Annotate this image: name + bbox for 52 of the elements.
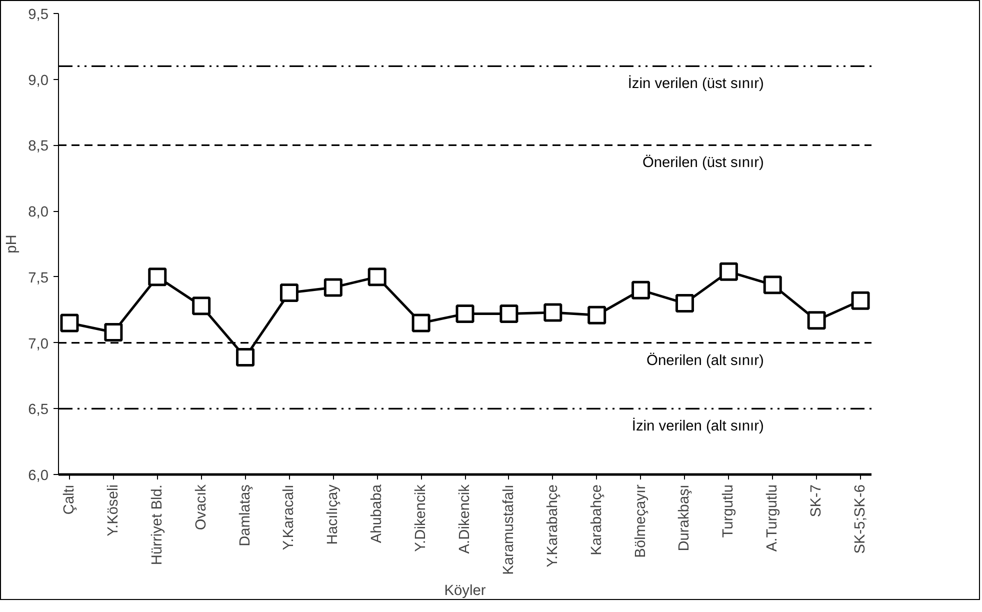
- y-tick-label: 9,5: [28, 7, 48, 23]
- y-tick-label: 6,0: [28, 468, 48, 484]
- x-tick-label: Bölmeçayır: [632, 484, 649, 558]
- x-tick-label: Hacılıçay: [325, 484, 342, 545]
- point: [851, 291, 870, 310]
- point: [807, 311, 826, 330]
- x-tick-label: Y.Dikencik: [413, 484, 430, 552]
- ref-line-label: İzin verilen (alt sınır): [632, 418, 764, 435]
- point: [456, 304, 474, 324]
- point: [148, 268, 167, 286]
- x-tick-label: Ovacık: [193, 484, 210, 530]
- x-tick-label: Ahubaba: [369, 484, 386, 544]
- x-axis-title: Köyler: [444, 582, 486, 599]
- point: [588, 306, 606, 324]
- x-tick-label: SK-5;SK-6: [852, 484, 869, 554]
- ref-line-label: Önerilen (alt sınır): [646, 352, 764, 369]
- y-tick-label: 9,0: [28, 72, 48, 89]
- point: [324, 278, 342, 297]
- point: [280, 283, 298, 302]
- x-tick-label: Turgutlu: [720, 484, 737, 538]
- ref-line-label: İzin verilen (üst sınır): [628, 75, 764, 92]
- x-tick-label: Damlataş: [237, 484, 254, 546]
- x-tick-label: Hürriyet Bld.: [149, 484, 166, 566]
- y-tick-label: 8,0: [28, 204, 48, 221]
- x-tick-label: Çaltı: [61, 484, 78, 515]
- x-tick-label: Durakbaşı: [676, 484, 693, 552]
- x-tick-label: Y.Köseli: [105, 484, 122, 536]
- point: [368, 268, 386, 286]
- x-tick-label: A.Dikencik: [457, 484, 473, 554]
- point: [60, 314, 79, 332]
- y-tick-label: 7,5: [28, 270, 48, 286]
- y-tick-label: 7,0: [28, 336, 48, 352]
- point: [104, 323, 123, 342]
- y-tick-label: 8,5: [28, 138, 48, 155]
- x-tick-label: A.Turgutlu: [764, 484, 781, 552]
- y-tick-label: 6,5: [28, 402, 48, 418]
- x-tick-label: SK-7: [808, 484, 825, 518]
- x-tick-label: Karabahçe: [588, 484, 605, 556]
- point: [763, 276, 782, 294]
- x-tick-label: Y.Karabahçe: [544, 484, 561, 568]
- point: [544, 303, 562, 322]
- point: [412, 314, 430, 332]
- point: [192, 296, 211, 316]
- x-tick-label: Y.Karacalı: [281, 484, 298, 550]
- y-axis-title: pH: [4, 234, 20, 254]
- point: [236, 348, 255, 367]
- point: [719, 262, 738, 281]
- point: [675, 294, 694, 313]
- x-tick-label: Karamustafalı: [500, 484, 517, 575]
- point: [632, 280, 650, 300]
- ref-line-label: Önerilen (üst sınır): [642, 154, 764, 172]
- point: [500, 304, 518, 324]
